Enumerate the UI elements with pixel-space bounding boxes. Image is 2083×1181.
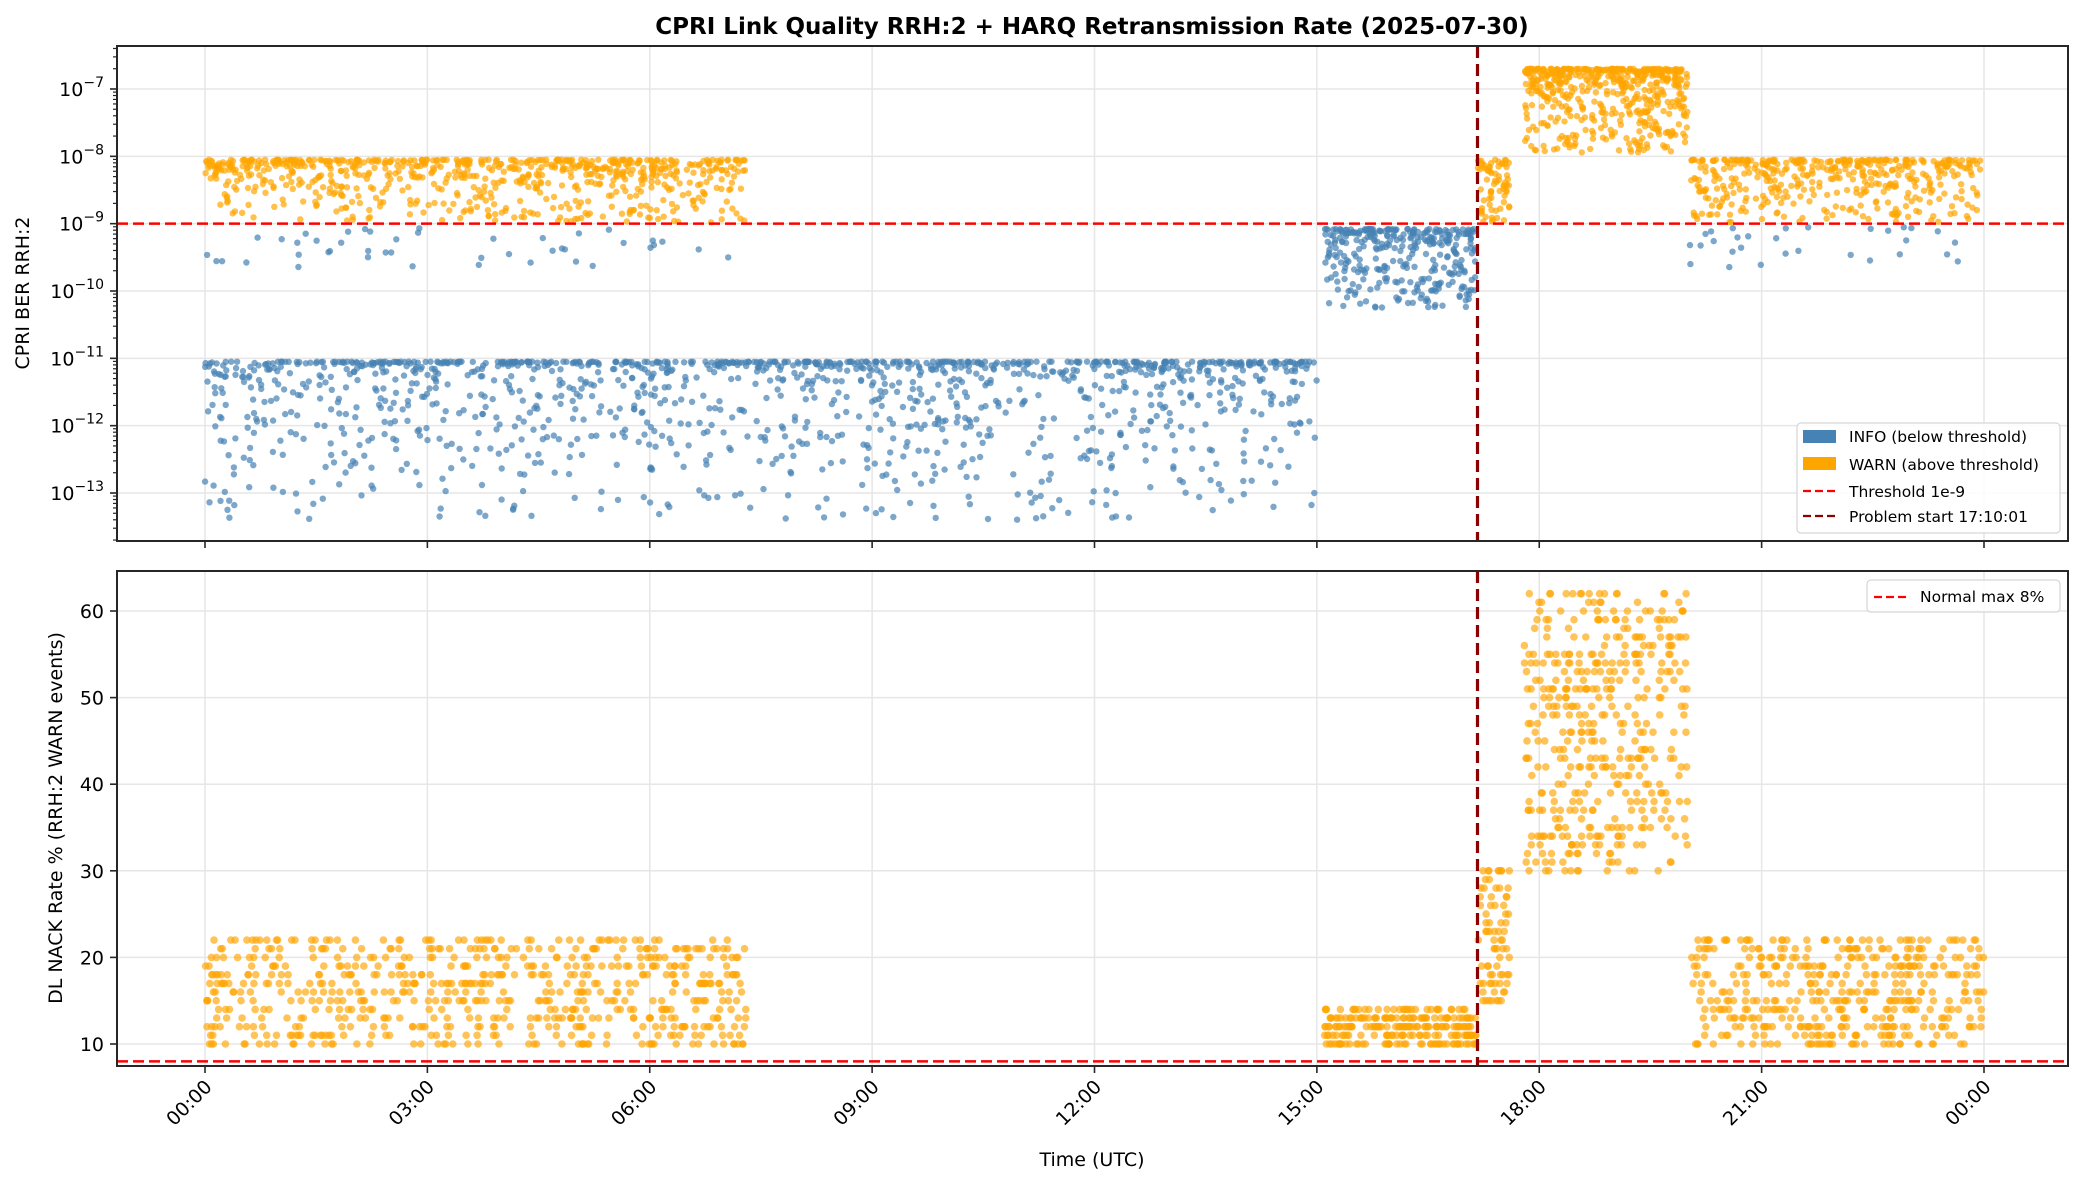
bottom-axes-frame — [116, 570, 2069, 1067]
top-grid — [117, 46, 2068, 541]
top-reference-lines — [117, 46, 2068, 541]
top-axes-frame — [116, 45, 2069, 542]
x-tick-label: 18:00 — [1497, 1076, 1551, 1130]
bottom-y-tick-label: 10 — [80, 1034, 104, 1056]
top-y-tick-label: 10−10 — [50, 277, 104, 303]
nack-scatter-points — [201, 589, 1988, 1048]
x-tick-label: 00:00 — [162, 1076, 216, 1130]
top-y-axis-label: CPRI BER RRH:2 — [12, 216, 34, 369]
top-y-tick-label: 10−12 — [50, 412, 104, 438]
bottom-legend: Normal max 8% — [1866, 579, 2061, 613]
top-x-ticks — [204, 541, 1985, 548]
chart-title: CPRI Link Quality RRH:2 + HARQ Retransmi… — [655, 14, 1528, 40]
ber-panel: 10−13 10−12 10−11 10−10 10−9 10−8 10−7 CPRI BE… — [12, 45, 2069, 548]
bottom-x-axis: 00:00 03:00 06:00 09:00 12:00 15:00 18:00 21:00… — [162, 1066, 1996, 1130]
x-tick-label: 21:00 — [1719, 1076, 1773, 1130]
bottom-y-tick-label: 20 — [80, 947, 104, 969]
bottom-y-tick-label: 40 — [80, 774, 104, 796]
top-y-tick-label: 10−8 — [59, 142, 104, 168]
x-axis-label: Time (UTC) — [1038, 1149, 1144, 1171]
top-y-tick-label: 10−9 — [59, 210, 104, 236]
top-legend-box — [1796, 422, 2061, 534]
problem-start-legend-label: Problem start 17:10:01 — [1849, 508, 2028, 526]
top-legend: INFO (below threshold) WARN (above thres… — [1796, 422, 2061, 534]
bottom-y-axis-label: DL NACK Rate % (RRH:2 WARN events) — [45, 632, 67, 1004]
x-tick-label: 03:00 — [385, 1076, 439, 1130]
top-y-tick-label: 10−11 — [50, 344, 104, 370]
threshold-legend-label: Threshold 1e-9 — [1848, 483, 1965, 501]
nack-panel: 10 20 30 40 50 60 00:00 03:00 06:00 09:00 12:00 15… — [45, 570, 2069, 1171]
bottom-reference-lines — [117, 571, 2068, 1066]
x-tick-label: 09:00 — [829, 1076, 883, 1130]
x-tick-label: 12:00 — [1052, 1076, 1106, 1130]
x-tick-label: 00:00 — [1941, 1076, 1995, 1130]
x-tick-label: 06:00 — [607, 1076, 661, 1130]
top-y-tick-label: 10−7 — [59, 75, 104, 101]
bottom-y-tick-label: 60 — [80, 601, 104, 623]
warn-legend-label: WARN (above threshold) — [1849, 456, 2039, 474]
info-legend-swatch — [1803, 430, 1836, 443]
warn-legend-swatch — [1803, 457, 1836, 470]
top-y-tick-label: 10−13 — [50, 479, 104, 505]
info-legend-label: INFO (below threshold) — [1849, 428, 2027, 446]
bottom-y-tick-label: 30 — [80, 861, 104, 883]
ber-scatter-points — [201, 65, 1984, 523]
bottom-legend-box — [1866, 579, 2061, 613]
bottom-y-axis: 10 20 30 40 50 60 — [80, 601, 117, 1056]
top-y-axis: 10−13 10−12 10−11 10−10 10−9 10−8 10−7 — [50, 47, 117, 541]
bottom-y-tick-label: 50 — [80, 688, 104, 710]
normal-max-legend-label: Normal max 8% — [1920, 588, 2044, 606]
x-tick-label: 15:00 — [1274, 1076, 1328, 1130]
